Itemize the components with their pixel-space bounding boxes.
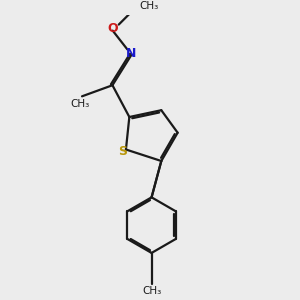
Text: CH₃: CH₃ xyxy=(139,2,158,11)
Text: O: O xyxy=(107,22,118,35)
Text: S: S xyxy=(118,145,127,158)
Text: N: N xyxy=(126,46,137,60)
Text: CH₃: CH₃ xyxy=(71,99,90,109)
Text: CH₃: CH₃ xyxy=(142,286,161,296)
